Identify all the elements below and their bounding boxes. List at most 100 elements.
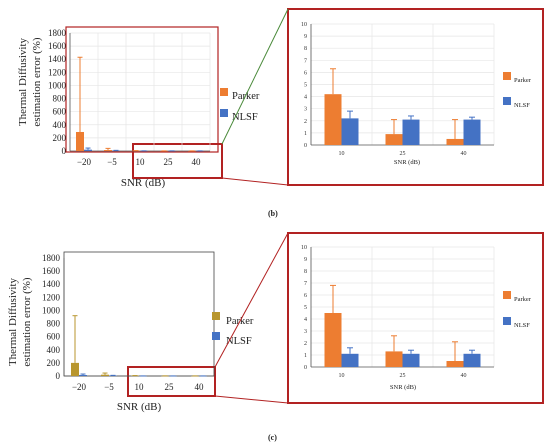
y-tick-label: 400 <box>53 120 67 130</box>
y-tick-label: 1000 <box>48 80 67 90</box>
y-tick-label: 1800 <box>42 253 61 263</box>
c-ylabel-line1: Thermal Diffusivity <box>7 277 19 366</box>
b-zoom-frame <box>287 8 544 186</box>
chart-b-zoom: 0 1 2 3 4 5 6 7 8 9 10 10 25 40 <box>301 22 511 157</box>
plot-frame <box>63 251 215 377</box>
y-tick-label: 0 <box>304 143 307 149</box>
x-tick-label: −5 <box>104 382 114 392</box>
y-tick-label: 6 <box>304 70 307 76</box>
y-tick-label: 1800 <box>48 28 67 38</box>
b-main-frame <box>65 26 219 153</box>
y-tick-label: 1200 <box>48 67 67 77</box>
b-zoom-legend-parker-label: Parker <box>514 77 532 84</box>
y-tick-label: 5 <box>304 83 307 89</box>
c-zoom-frame <box>287 232 544 404</box>
y-tick-label: 2 <box>304 341 307 347</box>
y-tick-label: 7 <box>304 281 307 287</box>
bar-parker-1 <box>104 150 112 151</box>
chart-c-main: 0 200 400 600 800 1000 1200 1400 1600 1800 −20 −5 10… <box>42 251 220 392</box>
chart-b-main: 0 200 400 600 800 1000 1200 1400 1600 1800 −20 −5 10… <box>48 28 228 167</box>
x-tick-label: 40 <box>195 382 205 392</box>
y-tick-label: 800 <box>47 319 61 329</box>
c-legend-nlsf-label: NLSF <box>226 336 252 347</box>
bar-parker-1 <box>385 134 403 145</box>
x-tick-label: 40 <box>461 151 467 157</box>
bar-parker-0 <box>76 131 84 151</box>
x-tick-label: 25 <box>165 382 175 392</box>
b-legend-parker-label: Parker <box>232 91 260 102</box>
bar-nlsf-1 <box>402 119 420 145</box>
legend-swatch-parker <box>503 291 511 299</box>
legend-swatch-nlsf <box>503 317 511 325</box>
y-tick-label: 10 <box>301 22 307 28</box>
panel-label-b: (b) <box>268 209 278 218</box>
y-tick-label: 600 <box>47 332 61 342</box>
y-tick-label: 400 <box>47 345 61 355</box>
legend-swatch-nlsf <box>220 109 228 117</box>
c-connector-bottom <box>214 395 289 404</box>
legend-swatch-nlsf <box>212 332 220 340</box>
b-zoom-xlabel: SNR (dB) <box>394 159 420 166</box>
y-tick-label: 4 <box>304 95 307 101</box>
y-tick-label: 0 <box>56 371 61 381</box>
x-tick-label: 25 <box>164 157 174 167</box>
y-tick-label: 200 <box>53 133 67 143</box>
chart-c-zoom: 0 1 2 3 4 5 6 7 8 9 10 10 25 40 <box>301 245 511 379</box>
y-tick-label: 8 <box>304 46 307 52</box>
b-ylabel-line1: Thermal Diffusivity <box>17 37 29 126</box>
y-tick-label: 1400 <box>42 279 61 289</box>
y-tick-label: 200 <box>47 358 61 368</box>
x-tick-label: −20 <box>72 382 87 392</box>
c-zoom-legend-nlsf-label: NLSF <box>514 322 530 329</box>
y-tick-label: 0 <box>62 146 67 156</box>
c-connector-top <box>214 232 289 368</box>
x-tick-label: 10 <box>339 151 345 157</box>
y-tick-label: 3 <box>304 107 307 113</box>
bar-nlsf-0 <box>84 149 92 151</box>
y-tick-label: 1600 <box>48 41 67 51</box>
y-tick-label: 600 <box>53 107 67 117</box>
legend-swatch-parker <box>503 72 511 80</box>
c-xlabel: SNR (dB) <box>117 401 162 413</box>
bar-nlsf-2 <box>463 353 481 367</box>
bar-nlsf-0 <box>79 375 87 376</box>
bar-parker-0 <box>71 362 79 376</box>
b-xlabel: SNR (dB) <box>121 177 166 189</box>
panel-label-c: (c) <box>268 433 277 442</box>
bar-parker-2 <box>446 361 464 367</box>
y-tick-label: 4 <box>304 317 307 323</box>
y-tick-label: 1000 <box>42 305 61 315</box>
bar-nlsf-0 <box>341 118 359 145</box>
bar-nlsf-2 <box>463 119 481 145</box>
y-tick-label: 7 <box>304 58 307 64</box>
c-zoom-xlabel: SNR (dB) <box>390 384 416 391</box>
bar-nlsf-1 <box>402 353 420 367</box>
b-ylabel-line2: estimation error (%) <box>31 37 43 127</box>
bar-parker-1 <box>101 374 109 376</box>
legend-swatch-nlsf <box>503 97 511 105</box>
y-tick-label: 6 <box>304 293 307 299</box>
x-tick-label: 10 <box>339 373 345 379</box>
bar-parker-2 <box>446 138 464 145</box>
y-tick-label: 2 <box>304 119 307 125</box>
y-tick-label: 800 <box>53 94 67 104</box>
y-tick-label: 9 <box>304 257 307 263</box>
x-tick-label: −20 <box>77 157 92 167</box>
x-tick-label: 10 <box>135 382 145 392</box>
b-zoom-selection <box>132 143 223 179</box>
x-tick-label: 40 <box>461 373 467 379</box>
y-tick-label: 9 <box>304 34 307 40</box>
y-tick-label: 1200 <box>42 292 61 302</box>
y-tick-label: 1 <box>304 131 307 137</box>
b-zoom-legend-nlsf-label: NLSF <box>514 102 530 109</box>
bar-nlsf-0 <box>341 353 359 367</box>
y-tick-label: 8 <box>304 269 307 275</box>
legend-swatch-parker <box>212 312 220 320</box>
x-tick-label: 25 <box>400 151 406 157</box>
y-tick-label: 5 <box>304 305 307 311</box>
c-zoom-selection <box>127 366 216 397</box>
b-connector-top <box>221 8 289 145</box>
x-tick-label: 25 <box>400 373 406 379</box>
b-legend-nlsf-label: NLSF <box>232 112 258 123</box>
